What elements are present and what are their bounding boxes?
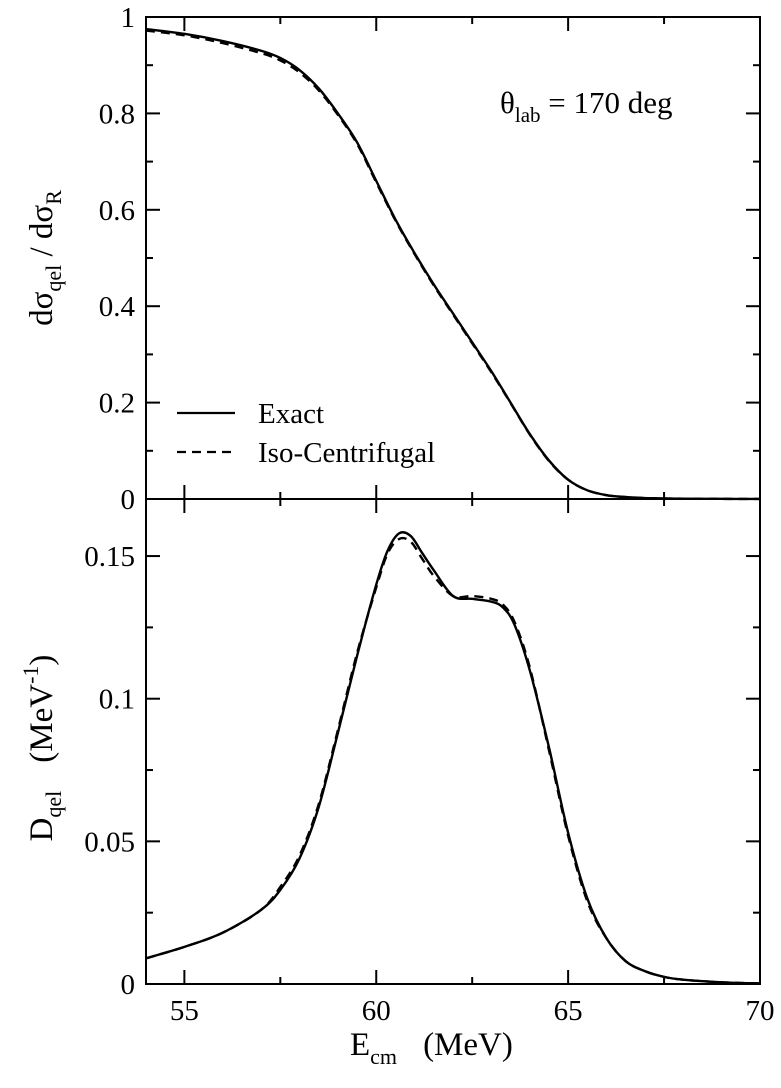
bottom-tick-labels: 55 60 65 70 0 0.05 0.1 0.15 <box>84 541 774 1027</box>
x-tick-label: 65 <box>554 995 583 1027</box>
top-ylabel-sub1: qel <box>41 265 66 292</box>
bottom-ylabel-unit-close: ) <box>24 655 60 666</box>
bottom-y-tick-label: 0 <box>121 969 136 1001</box>
top-series <box>145 27 761 501</box>
bottom-panel: 55 60 65 70 0 0.05 0.1 0.15 Dqel (MeV-1) Ecm (MeV… <box>18 498 775 1069</box>
bottom-y-tick-label: 0.05 <box>84 826 135 858</box>
top-y-tick-label: 0.8 <box>99 98 135 130</box>
bottom-ticks <box>146 499 761 985</box>
angle-subscript: lab <box>515 103 541 127</box>
bottom-y-tick-label: 0.1 <box>99 684 135 716</box>
angle-symbol: θ <box>500 85 515 120</box>
bottom-ylabel-sub: qel <box>41 791 66 818</box>
bottom-y-tick-label: 0.15 <box>84 541 135 573</box>
xlabel-sub: cm <box>370 1044 397 1069</box>
top-ylabel-mid: / dσ <box>24 205 60 265</box>
xlabel-main: E <box>350 1027 370 1063</box>
x-axis-label: Ecm (MeV) <box>350 1027 513 1069</box>
bottom-y-axis-label: Dqel (MeV-1) <box>18 655 66 842</box>
x-tick-label: 60 <box>362 995 391 1027</box>
angle-annotation: θlab = 170 deg <box>500 85 673 127</box>
top-tick-labels: 0 0.2 0.4 0.6 0.8 1 <box>99 2 136 516</box>
top-y-axis-label: dσqel / dσR <box>24 190 66 326</box>
top-series-iso-centrifugal <box>145 29 761 501</box>
top-y-tick-label: 0.2 <box>99 388 135 420</box>
top-y-tick-label: 0.4 <box>99 291 136 323</box>
bottom-series-exact <box>145 531 761 985</box>
top-y-tick-label: 0.6 <box>99 195 135 227</box>
top-ylabel-main: dσ <box>24 291 60 326</box>
xlabel-unit: (MeV) <box>423 1027 513 1063</box>
top-y-tick-label: 1 <box>121 2 136 34</box>
angle-value: = 170 deg <box>541 85 673 120</box>
bottom-ylabel-main: D <box>24 818 60 842</box>
top-y-tick-label: 0 <box>121 484 136 516</box>
legend: Exact Iso-Centrifugal <box>177 398 435 469</box>
legend-label-exact: Exact <box>258 398 324 430</box>
top-ylabel-sub2: R <box>41 190 66 205</box>
x-tick-label: 55 <box>170 995 199 1027</box>
bottom-series-iso-centrifugal <box>145 536 761 985</box>
bottom-ylabel-unit-sup: -1 <box>18 666 43 684</box>
top-panel: 0 0.2 0.4 0.6 0.8 1 θlab = 170 deg Exact Iso-… <box>24 2 761 516</box>
x-tick-label: 70 <box>746 995 775 1027</box>
legend-label-iso-centrifugal: Iso-Centrifugal <box>258 437 435 469</box>
bottom-plot-frame <box>145 498 761 985</box>
bottom-series <box>145 531 761 985</box>
bottom-ylabel-unit: (MeV <box>24 684 60 763</box>
